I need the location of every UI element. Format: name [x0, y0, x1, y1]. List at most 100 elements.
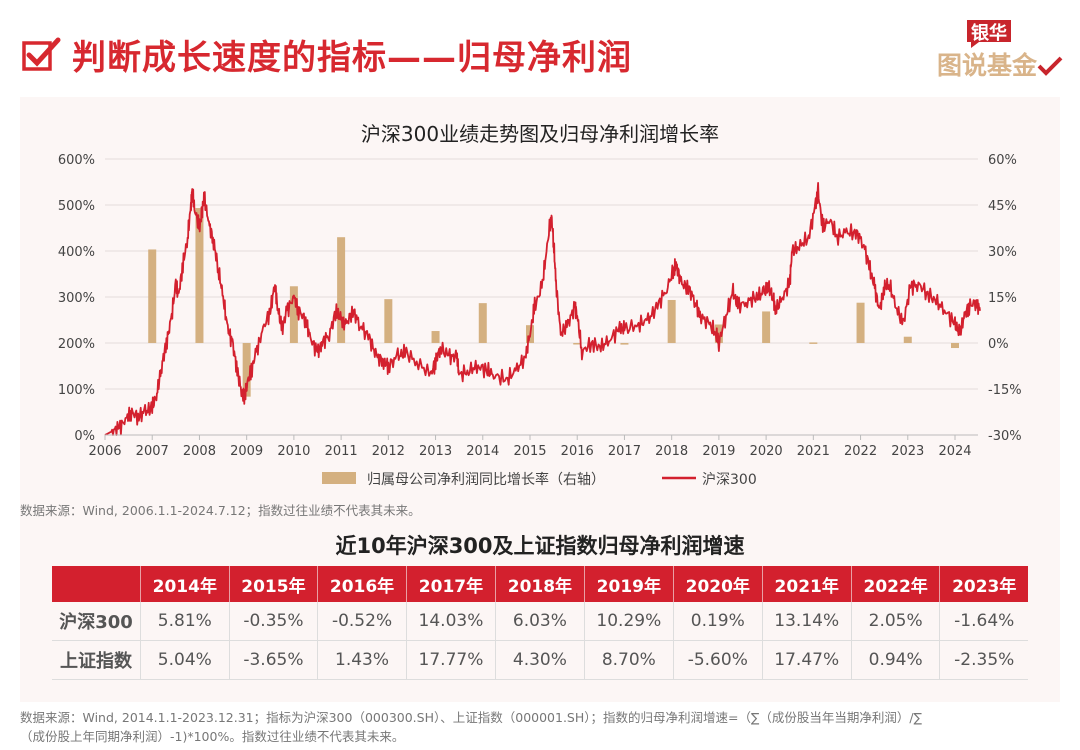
x-tick-label: 2019	[702, 444, 735, 459]
page-title-text: 判断成长速度的指标——归母净利润	[72, 38, 632, 78]
y-left-tick-label: 100%	[58, 383, 95, 398]
x-tick-label: 2007	[136, 444, 169, 459]
table-cell: 0.19%	[673, 602, 763, 641]
y-right-tick-label: 0%	[988, 337, 1009, 352]
chart: 沪深300业绩走势图及归母净利润增长率 0% -30% 100% -15% 200% 0%…	[58, 122, 1022, 488]
bar-2011	[337, 237, 346, 343]
table-cell: -2.35%	[939, 640, 1028, 680]
y-right-tick-label: -15%	[988, 383, 1022, 398]
column-header: 2020年	[673, 566, 763, 602]
row-label: 上证指数	[52, 640, 141, 680]
chart-source: 数据来源：Wind, 2006.1.1-2024.7.12；指数过往业绩不代表其…	[20, 503, 421, 518]
bar-2016	[573, 343, 582, 345]
legend: 归属母公司净利润同比增长率（右轴） 沪深300	[322, 471, 757, 488]
legend-bar-label: 归属母公司净利润同比增长率（右轴）	[367, 471, 605, 488]
x-tick-label: 2024	[938, 444, 971, 459]
csi300-line	[104, 181, 981, 436]
x-tick-label: 2021	[797, 444, 830, 459]
table-source-line1: 数据来源：Wind, 2014.1.1-2023.12.31；指标为沪深300（…	[20, 710, 923, 725]
bar-2023	[903, 336, 912, 343]
row-label: 沪深300	[52, 602, 141, 641]
y-right-tick-label: 60%	[988, 153, 1017, 168]
x-tick-label: 2008	[183, 444, 216, 459]
legend-bar-swatch	[322, 472, 356, 484]
bar-2007	[148, 249, 157, 343]
bar-2024	[951, 343, 959, 349]
chart-title: 沪深300业绩走势图及归母净利润增长率	[361, 122, 719, 146]
table-cell: -0.35%	[229, 602, 319, 641]
bar-2008	[195, 208, 204, 343]
x-tick-label: 2010	[277, 444, 310, 459]
bar-2013	[431, 331, 440, 343]
table-cell: 2.05%	[851, 602, 941, 641]
logo: 银华 图说基金	[937, 20, 1063, 80]
y-right-tick-label: 30%	[988, 245, 1017, 260]
y-right-tick-label: 45%	[988, 199, 1017, 214]
bar-2020	[762, 311, 771, 343]
x-tick-label: 2015	[513, 444, 546, 459]
table-cell: 5.04%	[140, 640, 230, 680]
x-tick-label: 2011	[325, 444, 358, 459]
y-right-tick-label: -30%	[988, 429, 1022, 444]
y-left-tick-label: 600%	[58, 153, 95, 168]
y-left-tick-label: 500%	[58, 199, 95, 214]
x-tick-label: 2006	[88, 444, 121, 459]
page-title: 判断成长速度的指标——归母净利润	[22, 30, 632, 79]
table-cell: 17.47%	[762, 640, 852, 680]
table-cell: 10.29%	[584, 602, 674, 641]
table-row: 上证指数 5.04% -3.65% 1.43% 17.77% 4.30% 8.70% -5.6…	[52, 640, 1028, 680]
table-source-line2: （成份股上年同期净利润）-1)*100%。指数过往业绩不代表其未来。	[20, 729, 405, 744]
column-header: 2015年	[229, 566, 319, 602]
column-header: 2022年	[851, 566, 941, 602]
svg-text:图说基金: 图说基金	[937, 51, 1038, 80]
x-tick-label: 2014	[466, 444, 499, 459]
y-left-tick-label: 200%	[58, 337, 95, 352]
x-tick-label: 2023	[891, 444, 924, 459]
legend-line-label: 沪深300	[702, 472, 757, 488]
y-left-tick-label: 300%	[58, 291, 95, 306]
growth-table: 2014年 2015年 2016年 2017年 2018年 2019年 2020年 2021年…	[52, 566, 1028, 680]
column-header: 2016年	[317, 566, 407, 602]
bar-2018	[667, 299, 676, 343]
x-tick-label: 2017	[608, 444, 641, 459]
table-cell: 17.77%	[406, 640, 497, 680]
bar-2022	[856, 302, 865, 343]
x-tick-label: 2009	[230, 444, 263, 459]
table-cell: 1.43%	[317, 640, 407, 680]
bar-2012	[384, 299, 393, 343]
table-cell: 4.30%	[495, 640, 585, 680]
table-row: 沪深300 5.81% -0.35% -0.52% 14.03% 6.03% 10.29% 0…	[52, 602, 1028, 641]
table-cell: -0.52%	[317, 602, 407, 641]
y-right-tick-label: 15%	[988, 291, 1017, 306]
table-cell: -1.64%	[939, 602, 1028, 641]
bar-2017	[620, 343, 629, 345]
table-cell: -3.65%	[229, 640, 319, 680]
bar-2021	[809, 342, 818, 344]
checkbox-check-icon	[22, 37, 61, 71]
bar-2009	[242, 343, 251, 397]
table-title: 近10年沪深300及上证指数归母净利润增速	[335, 534, 745, 558]
table-cell: 5.81%	[140, 602, 230, 641]
x-tick-label: 2020	[750, 444, 783, 459]
x-tick-label: 2016	[561, 444, 594, 459]
table-cell: 14.03%	[406, 602, 497, 641]
table-cell: 13.14%	[762, 602, 852, 641]
y-left-tick-label: 0%	[74, 429, 95, 444]
column-header	[52, 566, 141, 602]
table-cell: 0.94%	[851, 640, 941, 680]
svg-text:银华: 银华	[971, 22, 1007, 44]
column-header: 2017年	[406, 566, 497, 602]
column-header: 2018年	[495, 566, 585, 602]
bar-2010	[289, 286, 298, 343]
x-tick-label: 2013	[419, 444, 452, 459]
column-header: 2023年	[939, 566, 1028, 602]
bar-2014	[478, 303, 487, 343]
column-header: 2014年	[140, 566, 230, 602]
table-cell: -5.60%	[673, 640, 763, 680]
x-tick-label: 2012	[372, 444, 405, 459]
table-cell: 8.70%	[584, 640, 674, 680]
column-header: 2019年	[584, 566, 674, 602]
table-cell: 6.03%	[495, 602, 585, 641]
column-header: 2021年	[762, 566, 852, 602]
y-left-tick-label: 400%	[58, 245, 95, 260]
